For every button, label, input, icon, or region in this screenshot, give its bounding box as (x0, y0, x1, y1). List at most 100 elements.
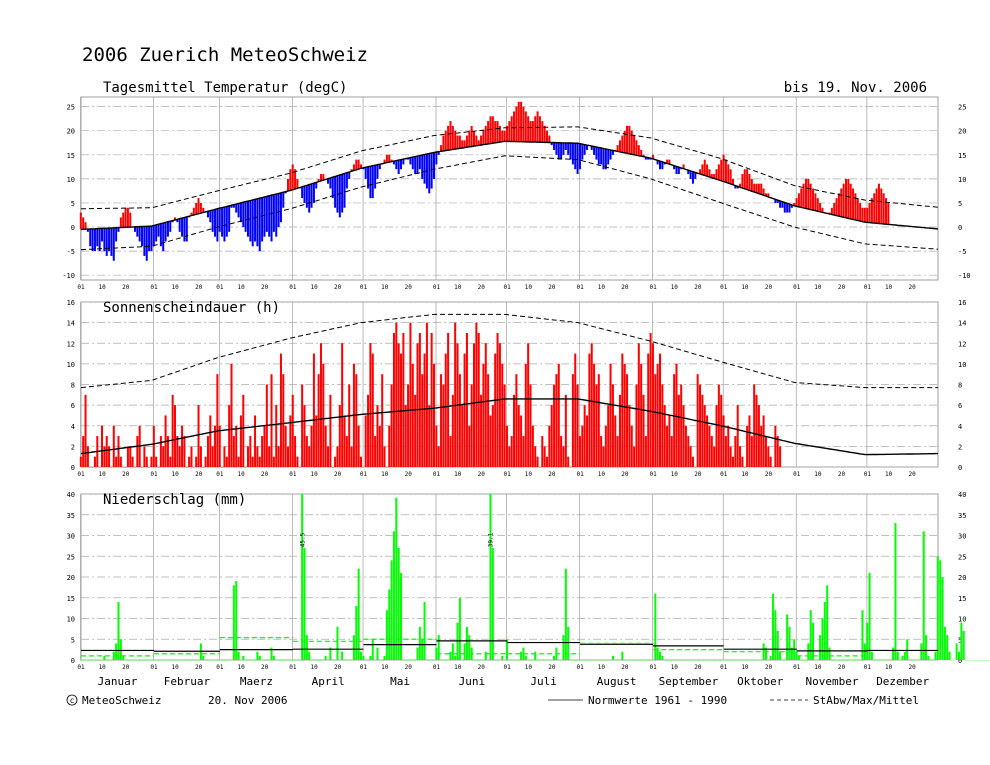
data-bar (435, 425, 438, 467)
data-bar (550, 142, 553, 146)
data-bar (637, 343, 640, 467)
data-bar (828, 647, 831, 660)
data-bar (748, 415, 751, 467)
data-bar (402, 159, 405, 165)
data-bar (355, 374, 358, 467)
data-bar (355, 606, 358, 660)
data-bar (593, 146, 596, 155)
data-bar (574, 143, 577, 170)
day-tick-label: 01 (77, 284, 85, 291)
month-label: April (312, 675, 345, 688)
day-tick-label: 01 (216, 471, 224, 478)
data-bar (503, 384, 506, 467)
panel-title: Niederschlag (mm) (103, 492, 246, 508)
y-tick-label-left: 5 (71, 200, 75, 208)
data-bar (230, 363, 233, 468)
data-bar (360, 456, 362, 467)
data-bar (261, 436, 264, 467)
y-tick-label-right: 2 (958, 443, 962, 451)
data-bar (454, 655, 457, 660)
data-bar (548, 135, 551, 143)
data-bar (155, 224, 158, 242)
data-bar (795, 198, 798, 207)
data-bar (430, 152, 433, 189)
data-bar (204, 456, 207, 467)
data-bar (774, 199, 777, 203)
data-bar (392, 161, 395, 165)
data-bar (477, 140, 480, 146)
data-bar (666, 159, 669, 164)
data-bar (524, 363, 527, 468)
y-tick-label-right: 30 (958, 533, 966, 541)
day-tick-label: 01 (793, 284, 801, 291)
month-label: August (597, 675, 637, 688)
data-bar (491, 405, 494, 468)
data-bar (597, 147, 600, 165)
day-tick-label: 10 (598, 284, 606, 291)
data-bar (524, 111, 527, 142)
data-bar (571, 143, 574, 165)
data-bar (246, 446, 249, 468)
y-tick-label-left: -10 (62, 272, 75, 280)
data-bar (329, 647, 332, 660)
data-bar (423, 154, 426, 184)
data-bar (484, 651, 487, 660)
data-bar (352, 635, 355, 660)
data-bar (885, 198, 888, 225)
data-bar (171, 394, 174, 467)
day-tick-label: 01 (360, 664, 368, 671)
data-bar (729, 169, 732, 185)
data-bar (364, 415, 367, 467)
day-tick-label: 10 (454, 471, 462, 478)
day-tick-label: 20 (908, 471, 916, 478)
data-bar (275, 405, 278, 468)
data-bar (101, 425, 104, 467)
data-bar (211, 446, 214, 468)
day-tick-label: 01 (650, 664, 658, 671)
data-bar (541, 121, 544, 143)
data-bar (576, 143, 579, 175)
data-bar (527, 116, 530, 142)
data-bar (256, 651, 259, 660)
data-bar (440, 145, 443, 152)
data-bar (482, 363, 485, 468)
day-tick-label: 01 (720, 471, 728, 478)
data-bar (750, 436, 753, 467)
data-bar (600, 436, 603, 467)
data-bar (680, 384, 683, 467)
data-bar (211, 209, 214, 232)
day-tick-label: 01 (577, 284, 585, 291)
data-bar (581, 144, 584, 160)
data-bar (230, 205, 233, 208)
data-bar (357, 568, 360, 660)
data-bar (197, 405, 200, 468)
data-bar (769, 655, 772, 660)
y-tick-label-left: 20 (67, 574, 75, 582)
data-bar (418, 626, 421, 660)
data-bar (555, 142, 558, 155)
data-bar (859, 202, 862, 222)
data-bar (447, 332, 450, 467)
data-bar (423, 601, 426, 660)
data-bar (129, 446, 132, 468)
data-bar (522, 106, 525, 142)
data-bar (830, 207, 833, 215)
data-bar (611, 150, 614, 155)
data-bar (270, 195, 273, 242)
data-bar (246, 201, 249, 237)
data-bar (383, 655, 386, 660)
data-bar (626, 125, 629, 154)
data-bar (755, 394, 758, 467)
data-bar (659, 353, 661, 467)
data-bar (96, 228, 99, 247)
data-bar (291, 394, 294, 467)
data-bar (757, 405, 760, 468)
data-bar (621, 353, 624, 467)
data-bar (840, 188, 843, 217)
data-bar (694, 172, 697, 179)
data-bar (383, 446, 386, 468)
data-bar (560, 142, 563, 160)
main-title: 2006 Zuerich MeteoSchweiz (82, 44, 368, 66)
data-bar (654, 374, 657, 467)
